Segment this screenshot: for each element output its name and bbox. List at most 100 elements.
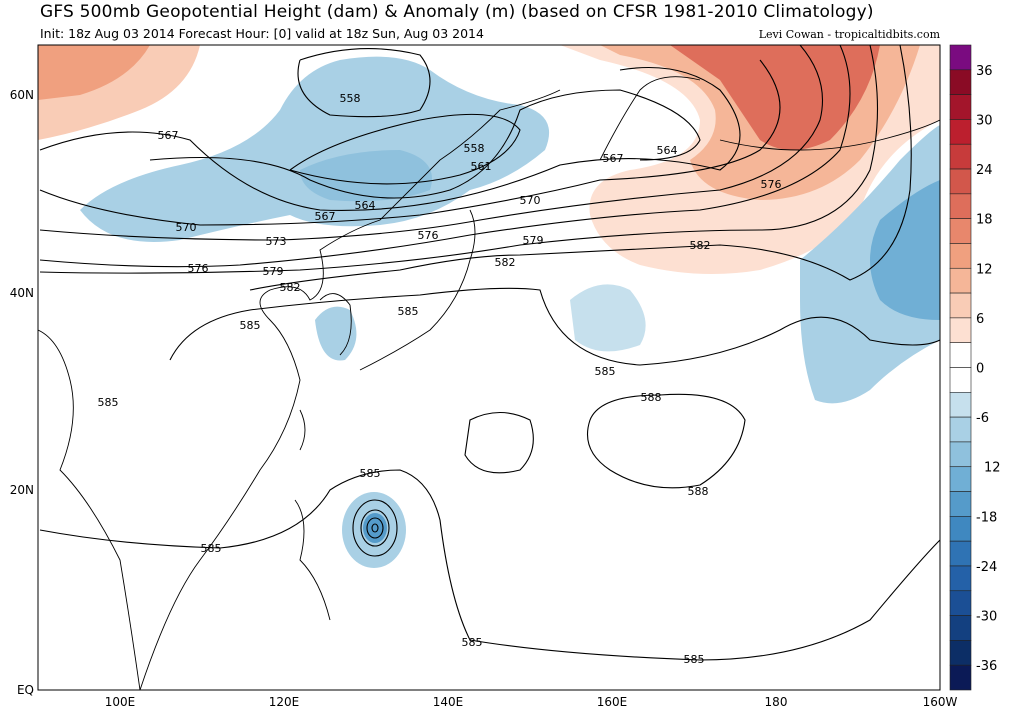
contour-label: 564: [355, 199, 376, 212]
colorbar-label: 30: [976, 113, 993, 128]
contour-585: [169, 287, 940, 366]
contour-label: 588: [688, 485, 709, 498]
lon-label: 160E: [597, 695, 628, 709]
contour-label: 588: [641, 391, 662, 404]
contour-label: 567: [315, 210, 336, 223]
contour-label: 582: [495, 256, 516, 269]
contour-567: [39, 66, 741, 211]
contour-573: [39, 45, 823, 241]
contour-588: [586, 393, 746, 489]
colorbar-label: 6: [976, 312, 984, 327]
negative-anomaly-east: [800, 125, 940, 404]
colorbar-segment: [949, 491, 972, 517]
colorbar-segment: [949, 94, 972, 120]
typhoon-contour-3: [366, 517, 384, 539]
contour-label: 564: [657, 144, 678, 157]
contour-label: 558: [464, 142, 485, 155]
colorbar-segment: [949, 143, 972, 170]
contour-label: 585: [98, 396, 119, 409]
contour-588b: [464, 412, 534, 474]
colorbar-segment: [949, 69, 972, 95]
contour-label: 585: [595, 365, 616, 378]
coastline-korea: [319, 293, 352, 356]
colorbar-segment: [949, 615, 972, 641]
negative-anomaly-pacific: [570, 284, 646, 352]
colorbar-label: -36: [976, 659, 997, 674]
contour-label: 570: [176, 221, 197, 234]
lon-label: 140E: [433, 695, 464, 709]
typhoon-contour-4: [371, 523, 379, 533]
colorbar-label: 24: [976, 163, 993, 178]
contour-label: 570: [520, 194, 541, 207]
map-subtitle: Init: 18z Aug 03 2014 Forecast Hour: [0]…: [40, 26, 484, 41]
contour-570: [39, 59, 781, 226]
coastlines: [38, 76, 940, 690]
contour-576: [39, 45, 851, 268]
contour-label: 582: [280, 281, 301, 294]
coastline-aleutians: [719, 119, 940, 151]
negative-anomaly-asia: [80, 56, 550, 242]
colorbar-segment: [949, 218, 972, 244]
contour-label: 579: [523, 234, 544, 247]
colorbar-segment: [949, 416, 972, 443]
contour-label: 576: [418, 229, 439, 242]
lon-label: 160W: [923, 695, 958, 709]
colorbar-segment: [949, 267, 972, 294]
colorbar-segment: [949, 342, 972, 368]
contour-label: 585: [398, 305, 419, 318]
colorbar-segment: [949, 466, 972, 492]
colorbar-segment: [949, 119, 972, 145]
colorbar-segment: [949, 540, 972, 567]
contour-label: 585: [201, 542, 222, 555]
contour-label: 567: [158, 129, 179, 142]
credit: Levi Cowan - tropicaltidbits.com: [758, 28, 940, 41]
typhoon-contour-2: [360, 509, 390, 547]
lat-label: 40N: [10, 286, 34, 300]
colorbar-segment: [949, 367, 972, 393]
lon-label: 120E: [269, 695, 300, 709]
lon-label: 100E: [105, 695, 136, 709]
contour-label: 573: [266, 235, 287, 248]
colorbar-segment: [949, 292, 972, 319]
contour-label: 585: [684, 653, 705, 666]
contour-label: 558: [340, 92, 361, 105]
colorbar-segment: [949, 193, 972, 219]
contour-561: [289, 113, 521, 185]
contour-label: 567: [603, 152, 624, 165]
contour-label: 585: [462, 636, 483, 649]
lat-label: 20N: [10, 483, 34, 497]
contour-579: [39, 45, 879, 274]
colorbar-segment: [949, 590, 972, 616]
coastline-asia: [38, 89, 561, 690]
colorbar-label: 18: [976, 213, 993, 228]
contour-582: [249, 45, 912, 291]
lon-label: 180: [765, 695, 788, 709]
lat-label: 60N: [10, 88, 34, 102]
negative-anomaly-east-core: [870, 180, 940, 320]
colorbar-label: -18: [976, 510, 997, 525]
contour-label: 579: [263, 265, 284, 278]
positive-anomaly-nw-core: [38, 45, 150, 100]
colorbar: 36 30 24 18 12 6 0 -6 12 -18 -24 -30 -36: [949, 44, 1001, 691]
positive-anomaly-ne-core: [670, 45, 880, 150]
contour-label: 576: [188, 262, 209, 275]
colorbar-segment: [949, 640, 972, 666]
colorbar-label: -24: [976, 560, 997, 575]
colorbar-label: -6: [976, 411, 989, 426]
contour-label: 585: [360, 467, 381, 480]
coastline-philippines: [294, 499, 331, 621]
contour-558: [297, 48, 431, 118]
coastline-kamchatka: [599, 76, 701, 161]
colorbar-segment: [949, 664, 972, 691]
colorbar-segment: [949, 565, 972, 592]
colorbar-segment: [949, 317, 972, 343]
lat-label: EQ: [17, 683, 34, 697]
colorbar-segment: [949, 168, 972, 195]
contour-label: 576: [761, 178, 782, 191]
typhoon-contour-1: [352, 499, 398, 557]
contour-label: 582: [690, 239, 711, 252]
contour-labels: 558 567 558 561 564 567 576 570 564 567 570 576 579 5…: [98, 92, 782, 666]
colorbar-label: -30: [976, 610, 997, 625]
contour-label: 585: [240, 319, 261, 332]
